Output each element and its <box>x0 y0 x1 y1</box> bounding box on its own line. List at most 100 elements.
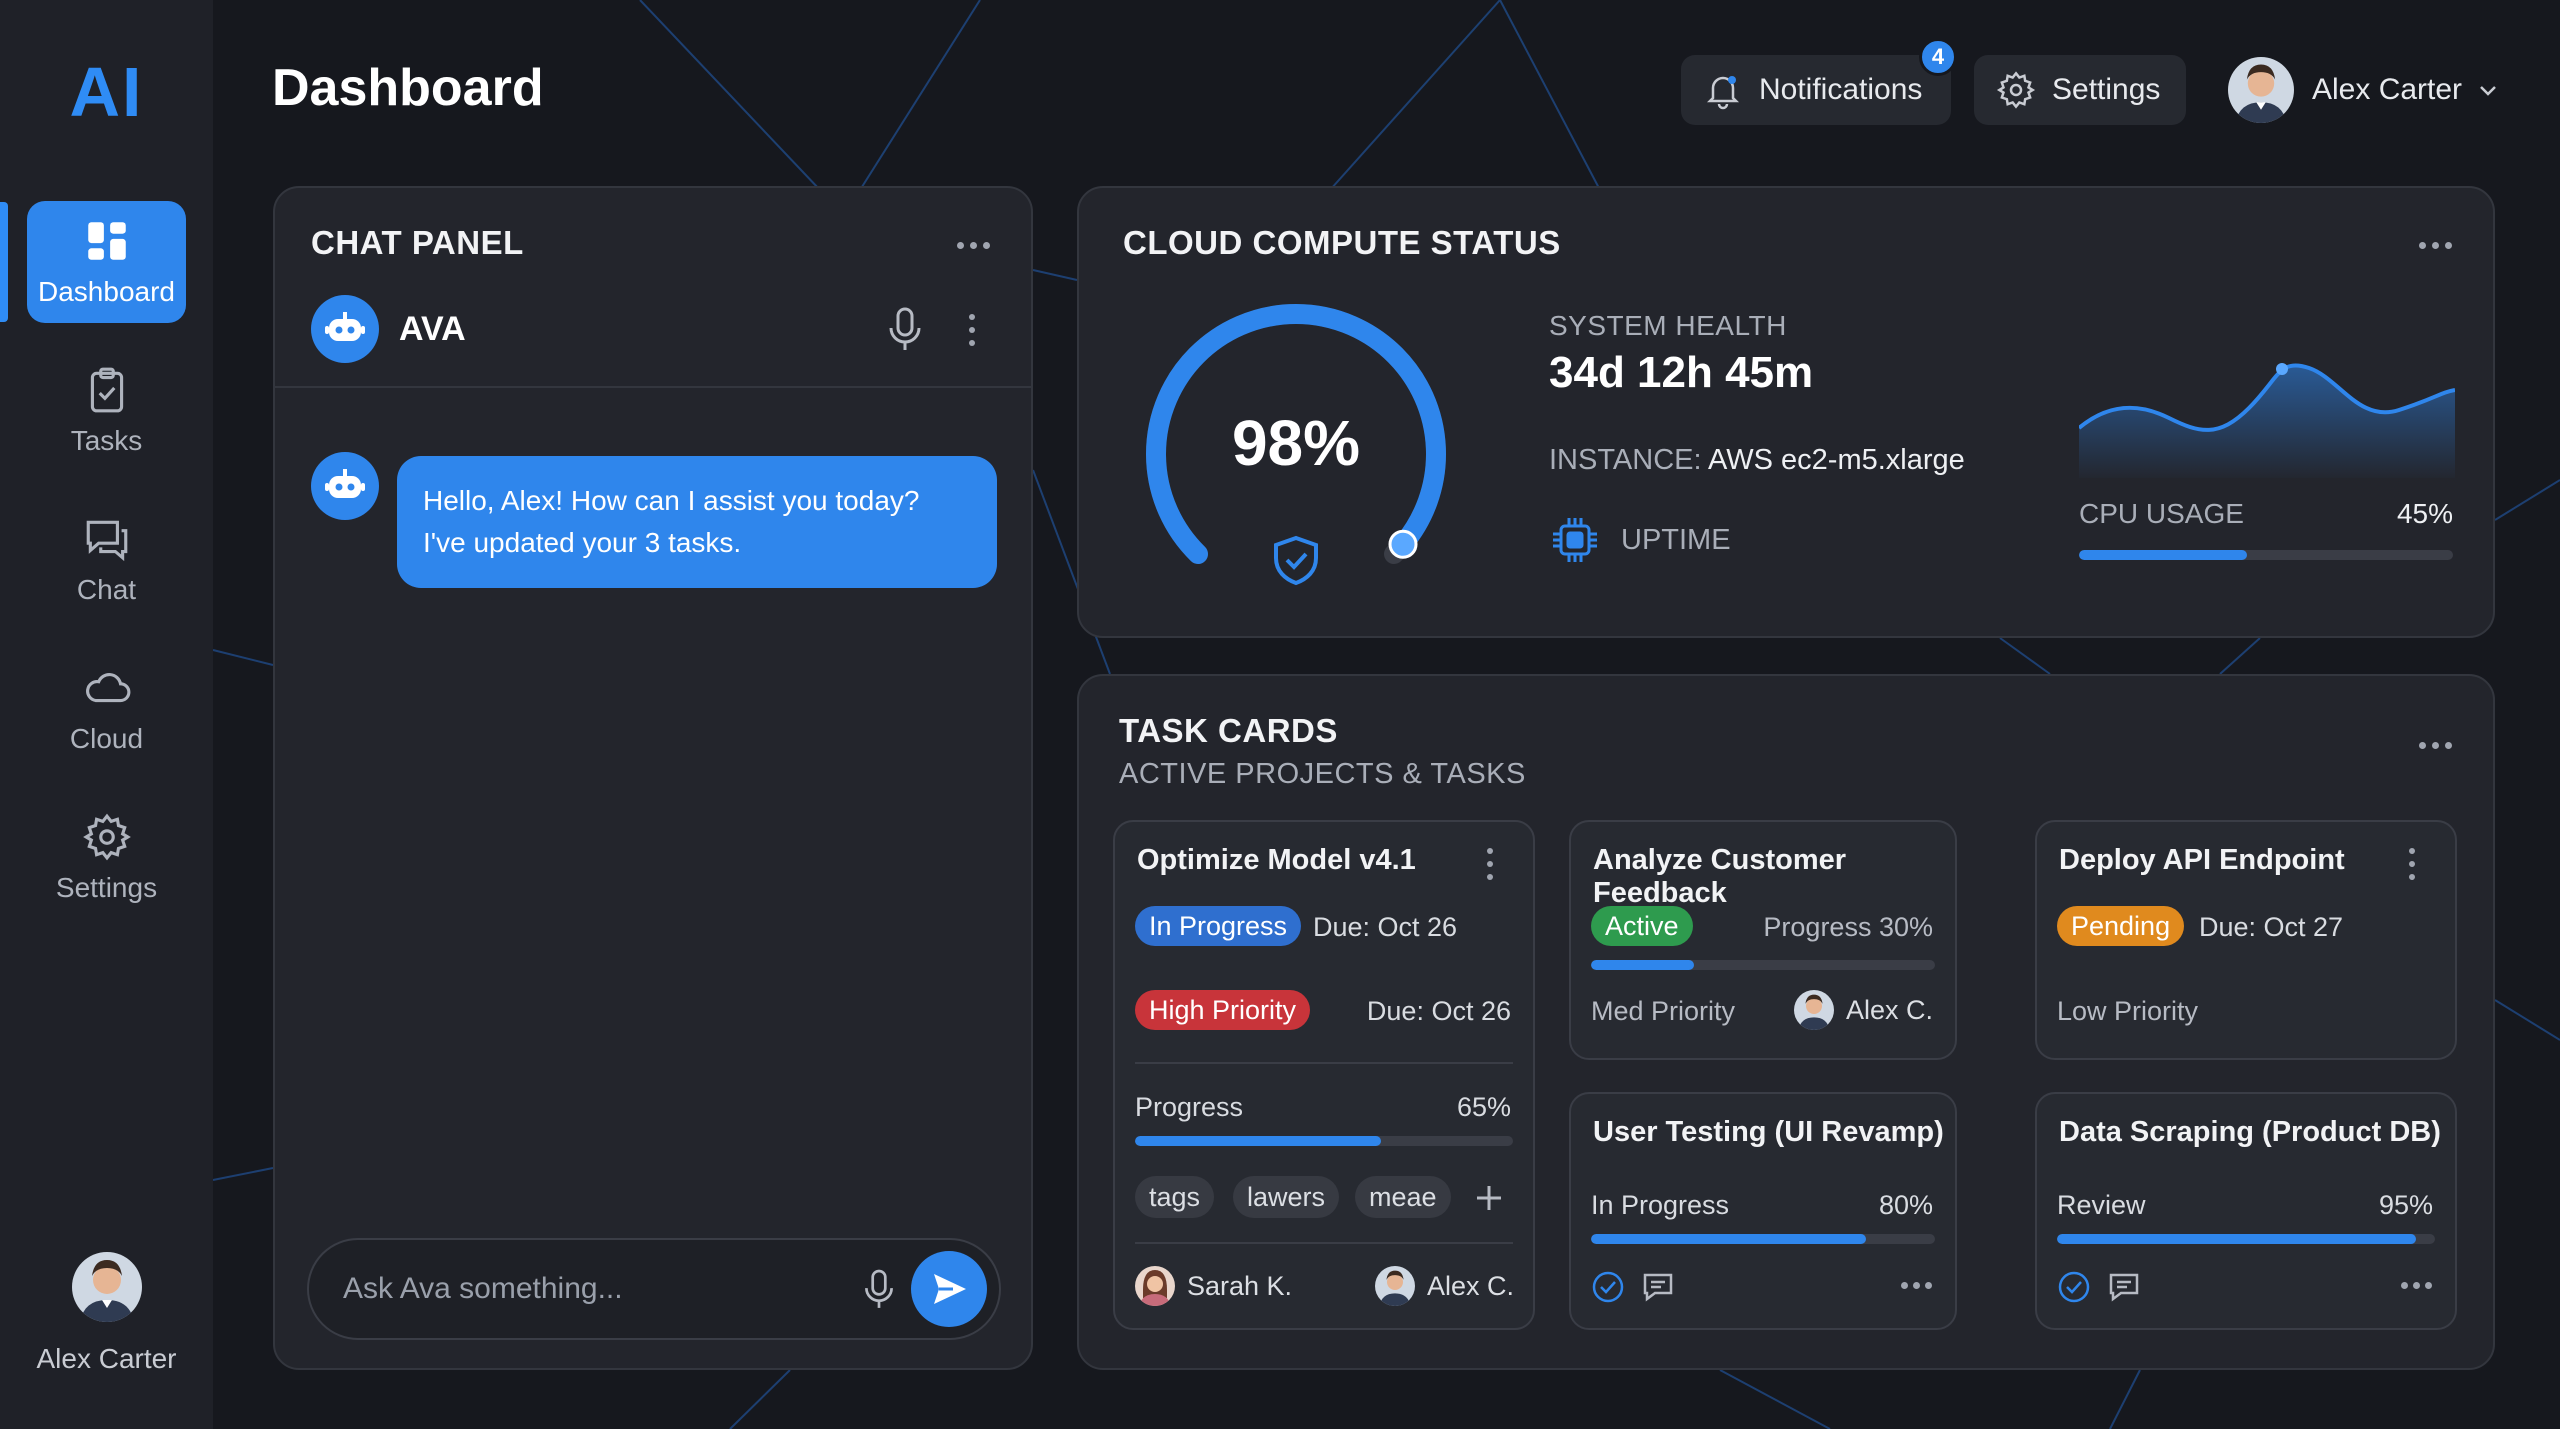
check-circle-icon[interactable] <box>2057 1270 2091 1304</box>
more-icon[interactable] <box>2401 1280 2435 1290</box>
tag-chip[interactable]: meae <box>1355 1176 1451 1218</box>
status-badge: Pending <box>2057 906 2185 946</box>
priority-text: Med Priority <box>1591 996 1736 1026</box>
tag-chip[interactable]: lawers <box>1233 1176 1340 1218</box>
sidebar-item-settings[interactable]: Settings <box>27 797 186 919</box>
task-card[interactable]: Analyze Customer Feedback Active Progres… <box>1569 820 1957 1060</box>
progress-bar <box>1591 960 1935 970</box>
bell-icon <box>1706 76 1740 110</box>
sidebar-item-chat[interactable]: Chat <box>27 499 186 621</box>
assignee-name: Alex C. <box>1845 994 1933 1025</box>
instance-label: INSTANCE: <box>1549 444 1702 476</box>
task-due-date: Due: Oct 27 <box>2199 912 2344 942</box>
chat-panel-title: CHAT PANEL <box>311 224 524 261</box>
uptime-label: UPTIME <box>1621 523 1731 556</box>
chat-panel: CHAT PANEL AVA Hello, Alex! How can I as… <box>273 186 1033 1370</box>
progress-bar <box>2057 1234 2435 1244</box>
system-health-value: 34d 12h 45m <box>1549 348 1814 397</box>
uptime-gauge <box>1146 304 1446 586</box>
task-due-date: Due: Oct 26 <box>1313 912 1458 942</box>
chat-message: Hello, Alex! How can I assist you today?… <box>311 452 997 588</box>
settings-button[interactable]: Settings <box>1974 55 2186 125</box>
active-nav-indicator <box>0 202 8 322</box>
chevron-down-icon <box>2480 86 2496 96</box>
cpu-usage-value: 45% <box>2396 498 2453 529</box>
chip-icon <box>1553 518 1597 562</box>
tag-chip[interactable]: tags <box>1135 1176 1215 1218</box>
cpu-usage-bar-fill <box>2079 550 2248 560</box>
sidebar-item-tasks[interactable]: Tasks <box>27 350 186 472</box>
gear-icon <box>1996 71 2036 109</box>
task-card-options-icon[interactable] <box>1485 848 1495 880</box>
task-card[interactable]: User Testing (UI Revamp) In Progress 80% <box>1569 1092 1957 1330</box>
task-card-title: Deploy API Endpoint <box>2059 844 2345 876</box>
chat-divider <box>275 386 1031 388</box>
cpu-usage-label: CPU USAGE <box>2079 498 2244 529</box>
send-button[interactable] <box>911 1251 987 1327</box>
sidebar-item-label: Tasks <box>70 425 143 456</box>
task-due-date: Due: Oct 26 <box>1366 996 1511 1026</box>
page-title: Dashboard <box>272 59 544 117</box>
task-card-title: Data Scraping (Product DB) <box>2059 1116 2441 1148</box>
progress-value: 95% <box>2378 1190 2433 1220</box>
plus-icon[interactable] <box>1475 1184 1503 1212</box>
sidebar-item-dashboard[interactable]: Dashboard <box>27 201 186 323</box>
gear-icon <box>82 813 131 861</box>
user-menu[interactable]: Alex Carter <box>2228 56 2500 124</box>
assignee: Alex C. <box>1375 1266 1514 1306</box>
cloud-status-panel: CLOUD COMPUTE STATUS 98% SYSTEM HEALTH 3… <box>1077 186 2495 638</box>
more-icon[interactable] <box>1901 1280 1935 1290</box>
settings-label: Settings <box>2052 73 2161 106</box>
clipboard-check-icon <box>90 367 123 413</box>
priority-badge: High Priority <box>1135 990 1311 1030</box>
sidebar-item-cloud[interactable]: Cloud <box>27 648 186 770</box>
avatar <box>1135 1266 1175 1306</box>
task-status-text: Review <box>2057 1190 2146 1220</box>
shield-check-icon <box>1274 535 1318 586</box>
card-divider <box>1135 1242 1513 1244</box>
gauge-value: 98% <box>1231 407 1361 479</box>
sidebar-user-profile[interactable]: Alex Carter <box>0 1252 213 1375</box>
task-panel-title: TASK CARDS <box>1119 712 1338 749</box>
cloud-panel-title: CLOUD COMPUTE STATUS <box>1123 224 1561 261</box>
task-card-options-icon[interactable] <box>2407 848 2417 880</box>
robot-icon <box>311 295 379 363</box>
task-card[interactable]: Data Scraping (Product DB) Review 95% <box>2035 1092 2457 1330</box>
check-circle-icon[interactable] <box>1591 1270 1625 1304</box>
chat-panel-more-icon[interactable] <box>957 240 991 250</box>
avatar <box>2228 57 2294 123</box>
system-health-label: SYSTEM HEALTH <box>1549 310 1787 341</box>
message-bubble: Hello, Alex! How can I assist you today?… <box>397 456 997 588</box>
assignee-name: Sarah K. <box>1187 1270 1293 1301</box>
cloud-icon <box>85 673 130 703</box>
progress-bar <box>1591 1234 1935 1244</box>
task-card[interactable]: Deploy API Endpoint Pending Due: Oct 27 … <box>2035 820 2457 1060</box>
notification-count-badge: 4 <box>1919 38 1957 76</box>
user-menu-name: Alex Carter <box>2312 73 2463 106</box>
microphone-icon[interactable] <box>861 1268 897 1310</box>
send-icon <box>934 1274 966 1304</box>
task-card[interactable]: Optimize Model v4.1 In Progress Due: Oct… <box>1113 820 1535 1330</box>
chat-input[interactable] <box>343 1272 861 1306</box>
task-status-text: In Progress <box>1591 1190 1730 1220</box>
task-card-title: Analyze Customer Feedback <box>1593 844 1847 909</box>
dashboard-icon <box>87 222 126 260</box>
cloud-panel-more-icon[interactable] <box>2419 240 2453 250</box>
app-logo[interactable]: AI <box>69 53 144 131</box>
status-badge: In Progress <box>1135 906 1302 946</box>
microphone-icon[interactable] <box>885 306 925 352</box>
comment-icon[interactable] <box>1641 1270 1675 1304</box>
chat-input-bar <box>307 1238 1001 1340</box>
assistant-name: AVA <box>399 309 466 348</box>
sidebar-item-label: Settings <box>55 872 158 903</box>
progress-bar-fill <box>2057 1234 2417 1244</box>
progress-bar-fill <box>1135 1136 1381 1146</box>
chat-options-icon[interactable] <box>967 314 977 346</box>
task-panel-more-icon[interactable] <box>2419 740 2453 750</box>
priority-text: Low Priority <box>2057 996 2199 1026</box>
sidebar-item-label: Dashboard <box>38 276 175 307</box>
notifications-button[interactable]: Notifications <box>1681 55 1951 125</box>
progress-bar-fill <box>1591 1234 1867 1244</box>
comment-icon[interactable] <box>2107 1270 2141 1304</box>
